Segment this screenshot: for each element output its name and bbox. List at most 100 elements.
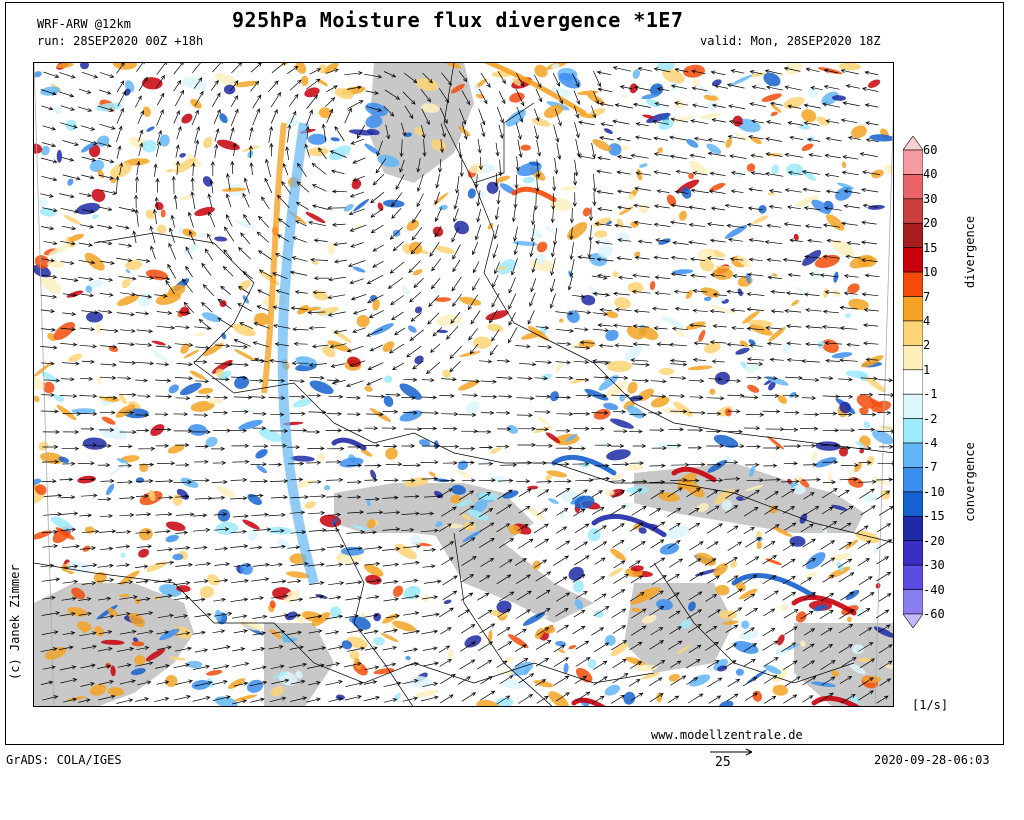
field-patch [89,684,107,696]
flux-vector-arrow [372,174,385,186]
flux-vector-arrow [667,592,680,601]
flux-vector-arrow [154,529,171,534]
field-patch [698,329,706,342]
flux-vector-arrow [292,327,309,332]
flux-vector-arrow [592,359,611,364]
flux-vector-arrow [651,575,667,585]
field-patch [657,63,675,71]
flux-vector-arrow [243,213,251,225]
field-patch [392,585,404,597]
flux-vector-arrow [634,186,651,191]
field-patch [221,187,247,192]
flux-vector-arrow [667,540,681,549]
flux-vector-arrow [496,695,511,705]
flux-vector-arrow [688,410,706,415]
flux-vector-arrow [573,426,590,431]
flux-vector-arrow [781,479,800,484]
field-patch [780,603,788,612]
flux-vector-arrow [764,524,780,534]
field-patch [124,158,150,166]
flux-vector-arrow [212,377,230,382]
flux-vector-arrow [135,413,150,418]
field-patch [364,564,384,577]
flux-vector-arrow [192,597,206,602]
flux-vector-arrow [156,630,170,635]
flux-vector-arrow [289,79,302,91]
flux-vector-arrow [271,594,289,599]
flux-vector-arrow [764,240,783,245]
flux-vector-arrow [803,592,816,601]
flux-vector-arrow [137,394,151,399]
field-patch [347,356,361,367]
field-patch [627,193,635,201]
colorbar [903,136,923,628]
field-patch [626,486,649,494]
run-label: run: 28SEP2020 00Z +18h [37,34,204,48]
field-patch [380,632,399,643]
flux-vector-arrow [42,529,59,535]
flux-vector-arrow [593,375,609,380]
flux-vector-arrow [81,644,97,650]
flux-vector-arrow [135,294,153,299]
flux-vector-arrow [534,108,540,122]
flux-vector-arrow [480,676,493,685]
masked-terrain [369,63,474,183]
flux-vector-arrow [169,227,175,243]
flux-vector-arrow [820,540,836,550]
flux-vector-arrow [404,647,419,652]
flux-vector-arrow [768,188,782,194]
field-patch [805,552,826,570]
flux-vector-arrow [80,293,94,298]
flux-vector-arrow [408,260,421,274]
flux-vector-arrow [461,393,479,398]
flux-vector-arrow [366,578,382,583]
flux-vector-arrow [99,546,114,551]
flux-vector-arrow [117,342,135,347]
flux-vector-arrow [384,89,401,100]
flux-vector-arrow [329,150,347,158]
flux-vector-arrow [222,265,234,277]
field-patch [366,498,371,507]
flux-vector-arrow [43,512,62,517]
flux-vector-arrow [649,463,666,468]
flux-vector-arrow [743,574,758,584]
flux-vector-arrow [569,227,574,241]
field-patch [487,223,494,230]
flux-vector-arrow [58,91,75,98]
flux-vector-arrow [498,91,506,105]
field-patch [716,665,728,672]
flux-vector-arrow [416,193,424,208]
flux-vector-arrow [270,544,287,549]
flux-vector-arrow [449,345,462,360]
field-band [331,437,367,451]
field-patch [100,639,125,645]
flux-vector-arrow [214,527,230,532]
flux-vector-arrow [612,66,632,72]
flux-vector-arrow [800,610,814,620]
flux-vector-arrow [231,614,248,619]
flux-vector-arrow [119,512,135,518]
flux-vector-arrow [232,142,237,157]
flux-vector-arrow [230,95,239,107]
flux-vector-arrow [117,376,132,381]
flux-vector-arrow [762,575,777,585]
field-patch [404,132,412,137]
field-patch [311,612,331,627]
flux-vector-arrow [268,512,286,518]
flux-vector-arrow [167,263,177,279]
field-patch [823,287,829,299]
flux-vector-arrow [118,243,133,248]
flux-vector-arrow [632,324,649,329]
flux-vector-arrow [670,272,687,277]
flux-vector-arrow [743,426,761,431]
website-link[interactable]: www.modellzentrale.de [651,728,803,742]
colorbar-tick-label: 2 [923,338,931,353]
flux-vector-arrow [516,396,535,401]
flux-vector-arrow [268,125,274,143]
flux-vector-arrow [592,576,606,585]
flux-vector-arrow [385,614,401,619]
flux-vector-arrow [706,659,720,669]
field-patch [198,387,214,395]
flux-vector-arrow [61,564,79,569]
field-patch [856,394,876,409]
